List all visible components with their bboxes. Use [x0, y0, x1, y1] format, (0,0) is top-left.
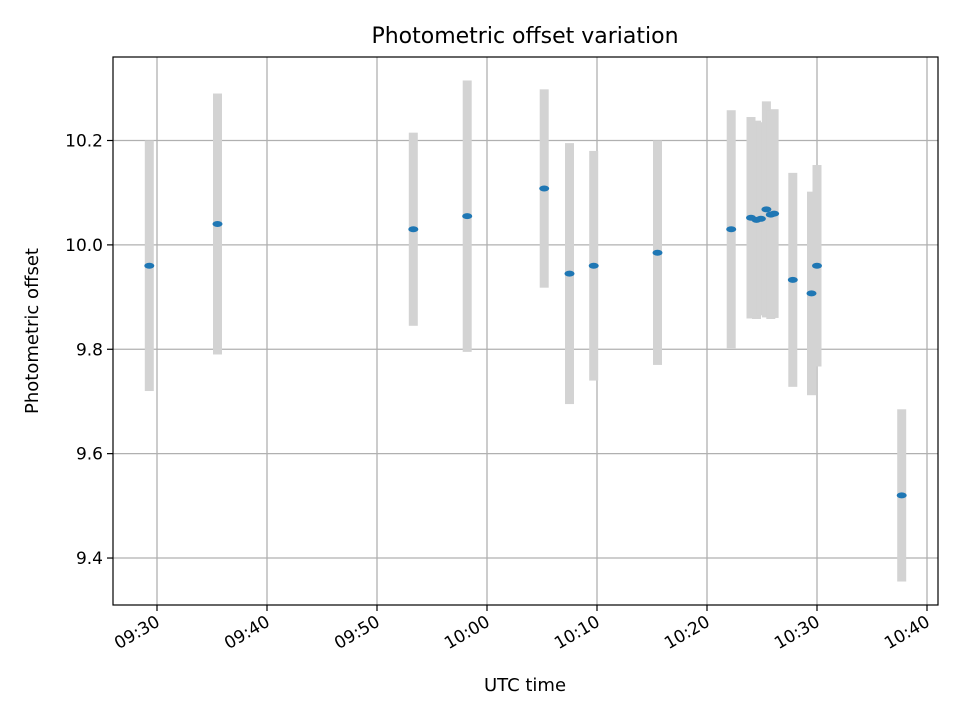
chart-title: Photometric offset variation — [371, 24, 678, 49]
data-point — [408, 226, 419, 233]
data-point — [769, 210, 780, 217]
y-tick-label: 9.6 — [76, 445, 103, 465]
data-point — [462, 213, 473, 220]
x-axis-label: UTC time — [484, 675, 566, 696]
x-tick-label: 09:50 — [331, 612, 383, 654]
data-point — [539, 185, 550, 192]
data-point — [564, 270, 575, 277]
data-point — [896, 492, 907, 499]
x-tick-label: 09:40 — [221, 612, 273, 654]
y-tick-label: 10.2 — [65, 132, 103, 152]
x-tick-label: 09:30 — [111, 612, 163, 654]
gridlines — [113, 57, 938, 605]
x-tick-label: 10:20 — [661, 612, 713, 654]
data-point — [726, 226, 737, 233]
data-point — [144, 262, 155, 269]
data-point — [761, 206, 772, 213]
data-point — [755, 215, 766, 222]
data-point — [812, 262, 822, 269]
errorbars — [144, 80, 907, 582]
data-point — [588, 262, 599, 269]
data-point — [652, 249, 663, 256]
x-tick-label: 10:40 — [881, 612, 933, 654]
y-axis-ticks: 9.4 9.6 9.8 10.0 10.2 — [65, 132, 113, 569]
x-axis-ticks: 09:30 09:40 09:50 10:00 10:10 10:20 10:30 10:40 — [111, 605, 934, 654]
x-tick-label: 10:00 — [441, 612, 493, 654]
x-tick-label: 10:10 — [551, 612, 603, 654]
y-tick-label: 9.4 — [76, 549, 103, 569]
y-axis-label: Photometric offset — [22, 248, 43, 414]
x-tick-label: 10:30 — [771, 612, 823, 654]
y-tick-label: 10.0 — [65, 236, 103, 256]
y-tick-label: 9.8 — [76, 340, 103, 360]
data-points — [144, 185, 907, 499]
plot-area-frame — [112, 56, 939, 606]
data-point — [787, 276, 798, 283]
data-point — [806, 290, 817, 297]
data-point — [212, 221, 223, 228]
